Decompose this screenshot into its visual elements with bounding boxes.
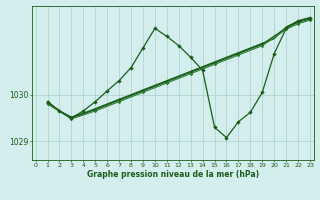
X-axis label: Graphe pression niveau de la mer (hPa): Graphe pression niveau de la mer (hPa) bbox=[87, 170, 259, 179]
